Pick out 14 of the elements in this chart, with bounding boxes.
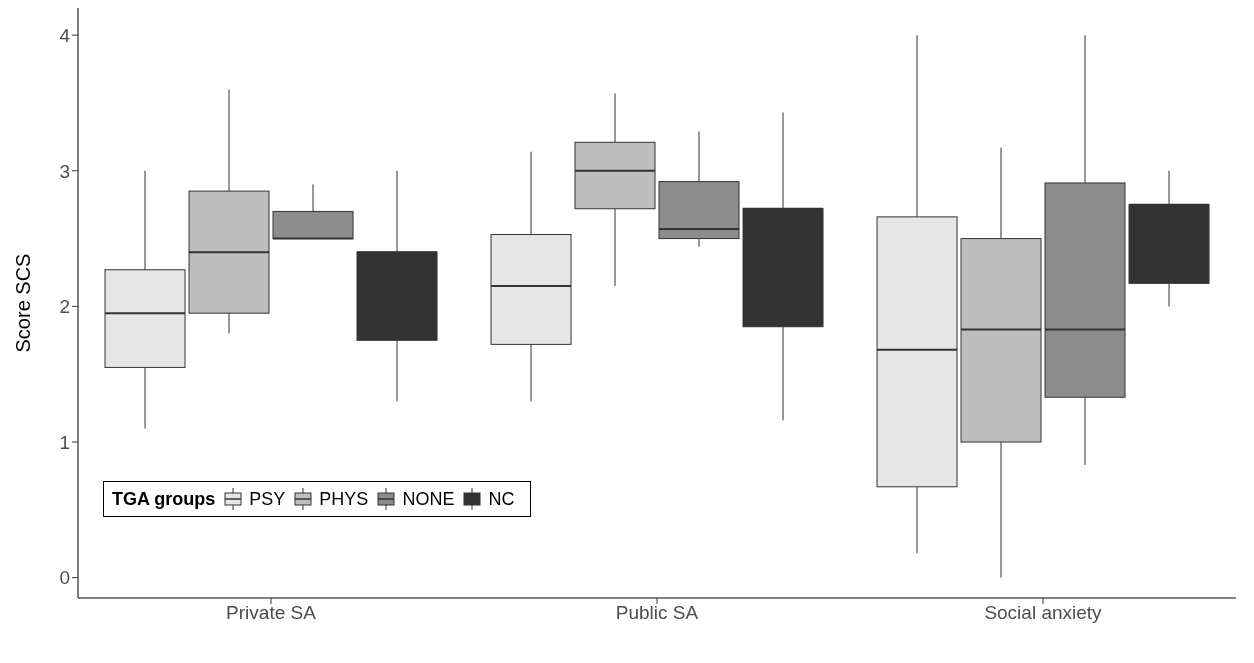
y-tick-label: 2 [59, 296, 70, 318]
x-tick-label: Private SA [226, 602, 317, 624]
legend-label: PHYS [318, 488, 369, 510]
y-axis-title: Score SCS [12, 253, 35, 353]
legend-title: TGA groups [112, 488, 216, 510]
legend-label: PSY [248, 488, 286, 510]
legend-label: NONE [401, 488, 455, 510]
y-tick-label: 1 [59, 431, 70, 453]
y-tick-label: 0 [59, 567, 70, 589]
legend-label: NC [487, 488, 515, 510]
y-tick-label: 4 [59, 24, 71, 46]
x-tick-label: Public SA [615, 602, 699, 624]
x-tick-label: Social anxiety [984, 602, 1103, 624]
y-tick-label: 3 [59, 160, 70, 182]
